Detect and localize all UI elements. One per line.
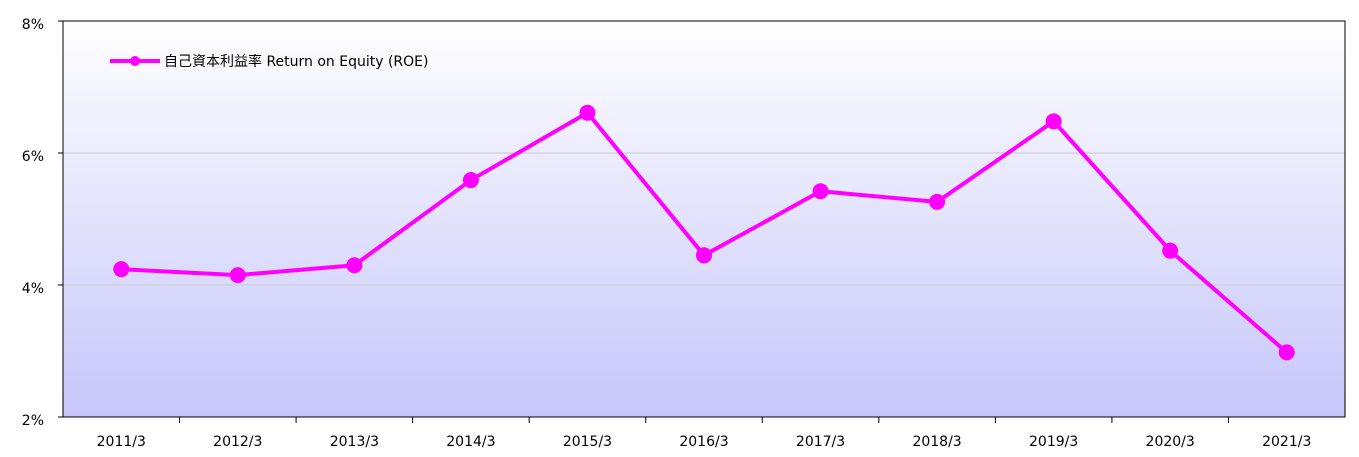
point [1162, 242, 1179, 259]
point [113, 261, 130, 278]
point [462, 172, 479, 189]
y-tick-label: 6% [22, 149, 44, 165]
point [812, 183, 829, 200]
x-tick-label: 2016/3 [679, 434, 728, 450]
point [929, 193, 946, 210]
y-tick-label: 4% [22, 281, 44, 297]
x-tick-label: 2017/3 [796, 434, 845, 450]
x-tick-label: 2011/3 [97, 434, 146, 450]
plot-border [62, 20, 1346, 418]
x-tick-label: 2019/3 [1029, 434, 1078, 450]
legend-label: 自己資本利益率 Return on Equity (ROE) [164, 53, 428, 70]
point [696, 247, 712, 264]
legend-marker [130, 56, 140, 66]
x-tick-label: 2014/3 [446, 434, 495, 450]
y-tick-label: 8% [22, 17, 44, 33]
point [1278, 344, 1295, 361]
plot-area [63, 21, 1345, 417]
y-tick-label: 2% [22, 413, 44, 429]
x-tick-label: 2020/3 [1146, 434, 1195, 450]
x-tick-label: 2018/3 [912, 434, 961, 450]
x-tick-label: 2015/3 [563, 434, 612, 450]
point [229, 267, 246, 284]
x-tick-label: 2021/3 [1262, 434, 1311, 450]
point [579, 104, 596, 121]
x-tick-label: 2013/3 [330, 434, 379, 450]
x-tick-label: 2012/3 [213, 434, 262, 450]
point [346, 257, 363, 274]
point [1045, 113, 1062, 130]
